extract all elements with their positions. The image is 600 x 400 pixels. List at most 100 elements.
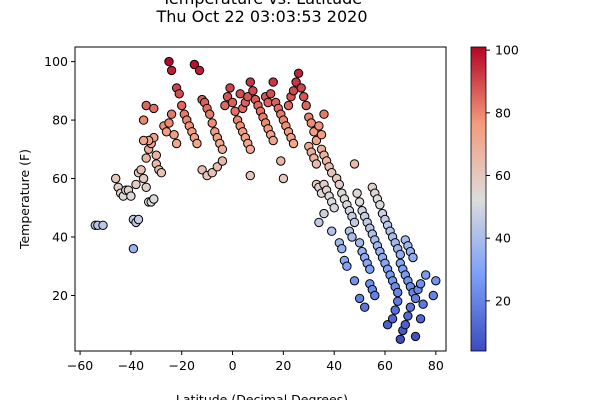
x-axis: −60 −40 −20 0 20 40 60 80: [67, 351, 444, 373]
data-point: [360, 302, 370, 312]
y-tick-label: 100: [44, 54, 68, 69]
data-point: [296, 83, 306, 93]
x-tick-label: 60: [377, 358, 393, 373]
data-point: [327, 168, 337, 178]
data-point: [138, 173, 149, 184]
data-point: [390, 305, 400, 315]
data-point: [410, 331, 421, 342]
data-point: [278, 173, 289, 184]
colorbar-tick-label: 80: [495, 105, 511, 120]
data-point: [133, 214, 144, 225]
data-point: [149, 194, 159, 204]
data-point: [349, 159, 360, 169]
colorbar-tick-label: 60: [495, 168, 511, 183]
data-point: [217, 156, 228, 166]
data-point: [166, 109, 177, 119]
data-point: [403, 311, 413, 321]
data-point: [174, 89, 184, 99]
data-point: [375, 200, 385, 210]
data-point: [268, 77, 278, 87]
data-point: [410, 293, 421, 304]
data-point: [141, 182, 151, 193]
chart-subtitle: Thu Oct 22 03:03:53 2020: [156, 7, 368, 26]
data-point: [207, 118, 217, 128]
data-point: [245, 77, 256, 87]
data-point: [222, 92, 233, 102]
data-point: [156, 168, 167, 178]
data-point: [418, 299, 428, 309]
data-point: [245, 170, 256, 181]
data-point: [192, 138, 202, 149]
data-point: [354, 197, 365, 207]
data-point: [349, 217, 360, 228]
y-tick-label: 60: [52, 171, 68, 186]
data-point: [166, 65, 177, 76]
data-point: [291, 77, 301, 87]
data-point: [316, 130, 327, 140]
x-axis-label: Latitude (Decimal Degrees): [176, 392, 348, 400]
data-point: [319, 208, 329, 219]
data-point: [266, 89, 276, 99]
data-point: [352, 188, 362, 198]
y-tick-label: 20: [52, 288, 68, 303]
colorbar-tick-label: 100: [495, 43, 519, 58]
data-point: [149, 103, 159, 114]
x-tick-label: −60: [67, 358, 93, 373]
y-tick-label: 80: [52, 113, 68, 128]
data-point: [314, 217, 324, 228]
y-axis: 20 40 60 80 100: [44, 54, 75, 303]
plot-frame: [74, 46, 447, 352]
data-point: [311, 159, 322, 169]
data-point: [138, 135, 149, 146]
data-point: [347, 232, 357, 242]
data-point: [301, 100, 311, 111]
data-point: [421, 270, 431, 280]
data-point: [212, 162, 223, 172]
data-point: [136, 165, 146, 175]
data-point: [365, 264, 375, 274]
data-point: [349, 276, 360, 286]
colorbar-tick-label: 20: [495, 293, 511, 308]
colorbar-tick-label: 40: [495, 231, 511, 246]
data-point: [400, 320, 410, 330]
data-point: [207, 168, 217, 178]
data-point: [395, 249, 405, 260]
data-point: [415, 279, 426, 289]
x-tick-label: 0: [229, 358, 237, 373]
data-point: [128, 244, 139, 254]
colorbar-axis: 20 40 60 80 100: [486, 43, 519, 308]
data-point: [314, 121, 324, 131]
x-tick-label: 80: [428, 358, 444, 373]
data-point: [169, 130, 179, 140]
data-point: [151, 150, 162, 160]
data-point: [393, 287, 403, 298]
data-point: [227, 97, 238, 108]
data-point: [382, 320, 393, 330]
data-point: [327, 226, 337, 236]
data-point: [431, 276, 441, 286]
data-point: [342, 261, 352, 271]
data-point: [393, 296, 403, 306]
data-point: [197, 165, 207, 175]
x-tick-label: −20: [169, 358, 195, 373]
data-point: [319, 109, 329, 119]
data-point: [276, 156, 286, 166]
data-point: [408, 252, 418, 263]
data-point: [164, 56, 174, 67]
data-point: [283, 100, 294, 111]
data-point: [334, 179, 344, 190]
data-point: [205, 109, 215, 119]
data-point: [415, 314, 426, 324]
data-point: [354, 238, 365, 248]
data-point: [293, 68, 304, 79]
data-point: [245, 144, 256, 155]
data-point: [111, 173, 121, 184]
data-point: [288, 138, 299, 149]
data-point: [131, 179, 141, 190]
data-point: [329, 203, 339, 213]
x-tick-label: 20: [275, 358, 291, 373]
data-point: [299, 92, 309, 102]
y-tick-label: 40: [52, 230, 68, 245]
scatter-points: [90, 56, 441, 344]
data-point: [395, 334, 405, 344]
